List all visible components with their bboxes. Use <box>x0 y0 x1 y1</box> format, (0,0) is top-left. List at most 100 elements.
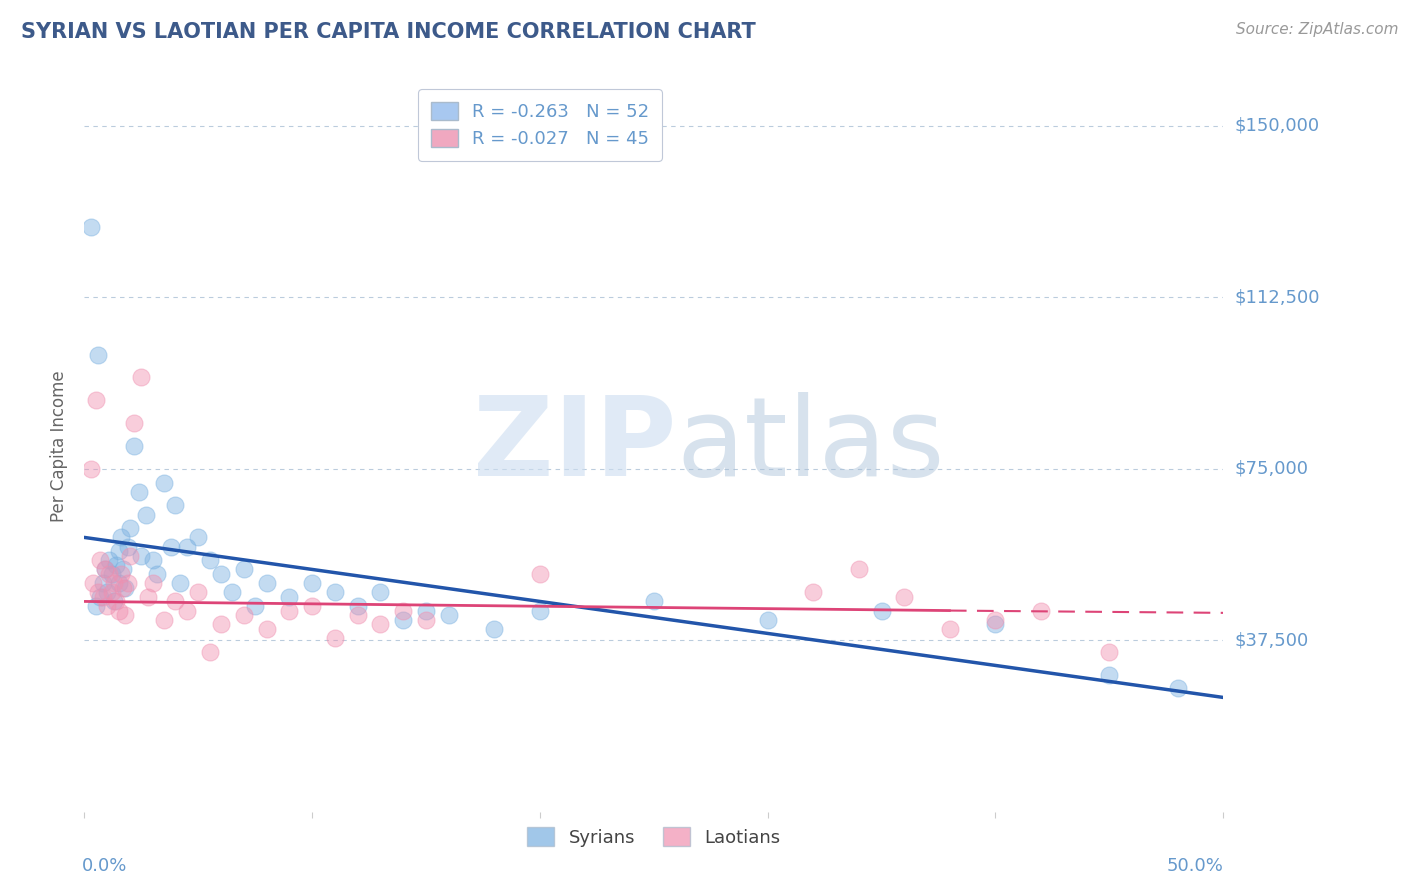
Text: 0.0%: 0.0% <box>82 857 128 875</box>
Point <box>165 594 187 608</box>
Text: Source: ZipAtlas.com: Source: ZipAtlas.com <box>1236 22 1399 37</box>
Point <box>370 617 392 632</box>
Point <box>209 567 232 582</box>
Point <box>232 608 254 623</box>
Point <box>176 540 198 554</box>
Point <box>103 576 125 591</box>
Point <box>176 603 198 617</box>
Point <box>146 567 169 582</box>
Point <box>256 576 278 591</box>
Point <box>187 530 209 544</box>
Text: SYRIAN VS LAOTIAN PER CAPITA INCOME CORRELATION CHART: SYRIAN VS LAOTIAN PER CAPITA INCOME CORR… <box>21 22 756 42</box>
Point <box>107 603 129 617</box>
Point <box>117 540 139 554</box>
Point <box>415 603 437 617</box>
Point <box>118 549 141 563</box>
Point <box>98 567 121 582</box>
Point <box>142 576 165 591</box>
Point <box>301 576 323 591</box>
Point <box>198 553 221 567</box>
Point <box>142 553 165 567</box>
Point <box>323 631 346 645</box>
Point <box>392 603 415 617</box>
Point <box>87 347 110 362</box>
Point <box>893 590 915 604</box>
Point <box>94 562 117 576</box>
Point <box>529 567 551 582</box>
Point <box>848 562 870 576</box>
Point <box>221 585 243 599</box>
Point <box>112 562 135 576</box>
Point <box>84 599 107 613</box>
Point <box>117 576 139 591</box>
Point <box>89 553 111 567</box>
Point <box>256 622 278 636</box>
Y-axis label: Per Capita Income: Per Capita Income <box>51 370 69 522</box>
Point <box>392 613 415 627</box>
Point <box>346 599 368 613</box>
Point <box>984 613 1007 627</box>
Point <box>94 562 117 576</box>
Point <box>105 558 128 572</box>
Point <box>1167 681 1189 696</box>
Point <box>1098 645 1121 659</box>
Point <box>87 585 110 599</box>
Point <box>1098 667 1121 681</box>
Point <box>415 613 437 627</box>
Point <box>756 613 779 627</box>
Point <box>801 585 824 599</box>
Point <box>124 439 146 453</box>
Point <box>110 567 132 582</box>
Point <box>346 608 368 623</box>
Point <box>131 370 153 384</box>
Point <box>84 393 107 408</box>
Point <box>96 599 118 613</box>
Point <box>169 576 191 591</box>
Point <box>96 585 118 599</box>
Point <box>124 416 146 430</box>
Point <box>153 475 176 490</box>
Point <box>437 608 460 623</box>
Point <box>136 590 159 604</box>
Point <box>89 590 111 604</box>
Point <box>984 617 1007 632</box>
Point <box>301 599 323 613</box>
Point <box>529 603 551 617</box>
Point <box>160 540 183 554</box>
Point <box>114 608 136 623</box>
Point <box>245 599 267 613</box>
Point <box>278 603 301 617</box>
Point <box>209 617 232 632</box>
Text: $112,500: $112,500 <box>1234 288 1320 307</box>
Point <box>278 590 301 604</box>
Point <box>131 549 153 563</box>
Point <box>107 544 129 558</box>
Point <box>484 622 506 636</box>
Point <box>103 594 125 608</box>
Text: $150,000: $150,000 <box>1234 117 1319 135</box>
Point <box>187 585 209 599</box>
Point <box>105 594 128 608</box>
Point <box>82 576 104 591</box>
Point <box>128 484 150 499</box>
Point <box>198 645 221 659</box>
Point <box>91 590 114 604</box>
Point <box>100 567 122 582</box>
Point <box>939 622 962 636</box>
Point <box>153 613 176 627</box>
Point <box>118 521 141 535</box>
Point <box>80 219 103 234</box>
Point <box>80 462 103 476</box>
Point <box>323 585 346 599</box>
Point <box>870 603 893 617</box>
Point <box>112 581 135 595</box>
Point <box>91 576 114 591</box>
Text: $37,500: $37,500 <box>1234 632 1309 649</box>
Text: atlas: atlas <box>676 392 945 500</box>
Point <box>98 553 121 567</box>
Point <box>107 576 129 591</box>
Text: 50.0%: 50.0% <box>1167 857 1223 875</box>
Legend: Syrians, Laotians: Syrians, Laotians <box>520 820 787 854</box>
Text: ZIP: ZIP <box>474 392 676 500</box>
Point <box>232 562 254 576</box>
